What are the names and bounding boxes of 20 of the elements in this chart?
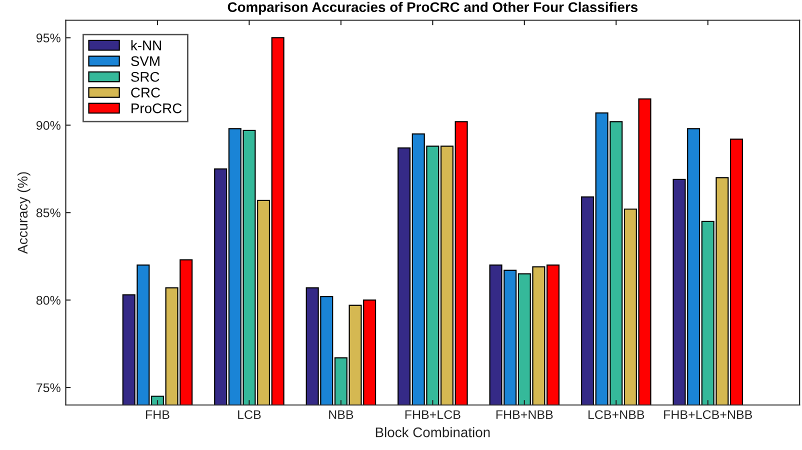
y-tick-label: 85%	[36, 208, 60, 218]
legend-label: k-NN	[131, 40, 161, 50]
y-tick-label: 95%	[36, 34, 60, 42]
y-axis-title: Accuracy (%)	[17, 172, 30, 254]
legend-label: SRC	[131, 72, 160, 82]
x-axis-title: Block Combination	[376, 427, 490, 438]
x-tick-label: FHB+NBB	[496, 410, 553, 419]
x-tick-label: LCB+NBB	[588, 410, 644, 420]
x-tick-label: LCB	[238, 410, 261, 420]
chart-title: Comparison Accuracies of ProCRC and Other Four Classifiers	[228, 2, 638, 15]
legend-label: SVM	[131, 56, 160, 66]
legend-label: ProCRC	[132, 103, 182, 114]
legend-label: CRC	[131, 88, 160, 98]
x-tick-label: FHB	[146, 410, 170, 419]
x-tick-label: FHB+LCB+NBB	[664, 410, 752, 420]
x-tick-label: NBB	[329, 410, 354, 419]
y-tick-label: 90%	[36, 120, 60, 130]
x-tick-label: FHB+LCB	[405, 410, 460, 420]
y-tick-label: 80%	[36, 296, 60, 305]
y-tick-label: 75%	[36, 383, 60, 392]
